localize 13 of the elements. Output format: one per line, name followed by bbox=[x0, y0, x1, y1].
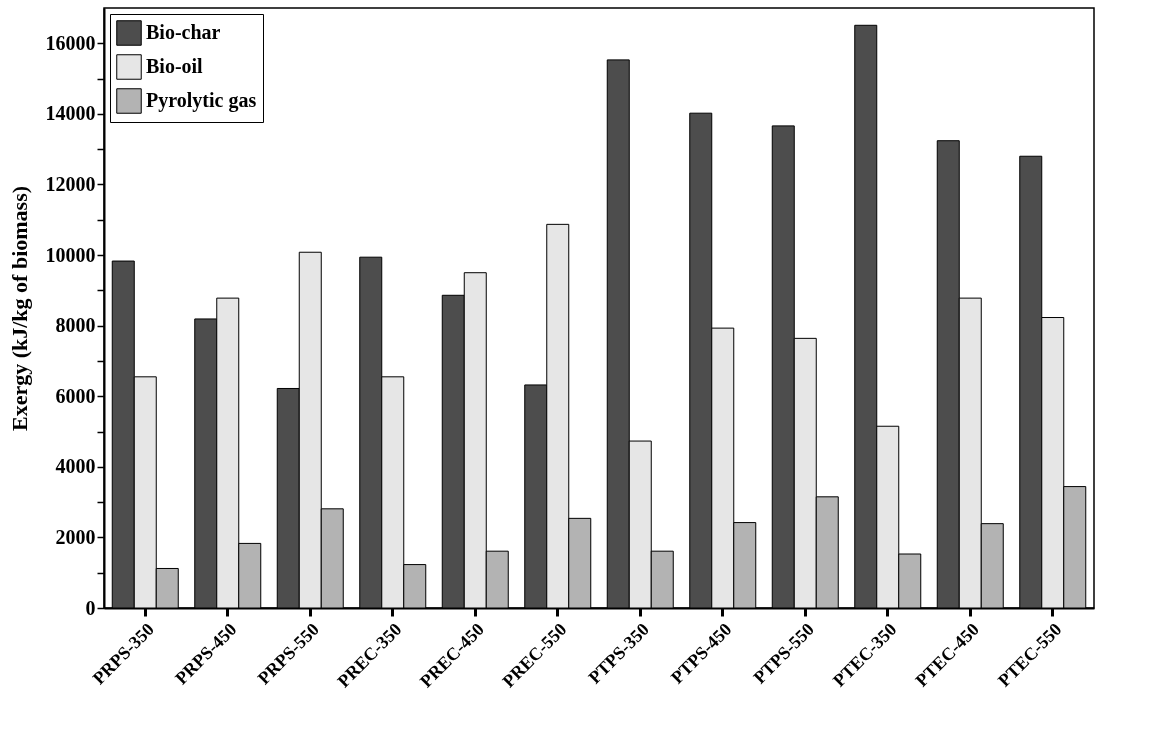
y-tick-label: 10000 bbox=[45, 243, 96, 266]
legend-label: Pyrolytic gas bbox=[146, 89, 257, 112]
y-tick-label: 16000 bbox=[45, 31, 96, 54]
y-tick-label: 14000 bbox=[45, 102, 96, 125]
y-axis-title: Exergy (kJ/kg of biomass) bbox=[6, 185, 32, 432]
y-tick-label: 0 bbox=[85, 596, 96, 619]
legend-label: Bio-oil bbox=[146, 55, 204, 77]
y-tick-label: 12000 bbox=[45, 172, 96, 195]
y-tick-label: 4000 bbox=[55, 455, 96, 478]
legend-label: Bio-char bbox=[146, 21, 221, 43]
y-tick-label: 8000 bbox=[55, 314, 96, 337]
y-tick-label: 6000 bbox=[55, 384, 96, 407]
y-tick-label: 2000 bbox=[55, 525, 96, 548]
